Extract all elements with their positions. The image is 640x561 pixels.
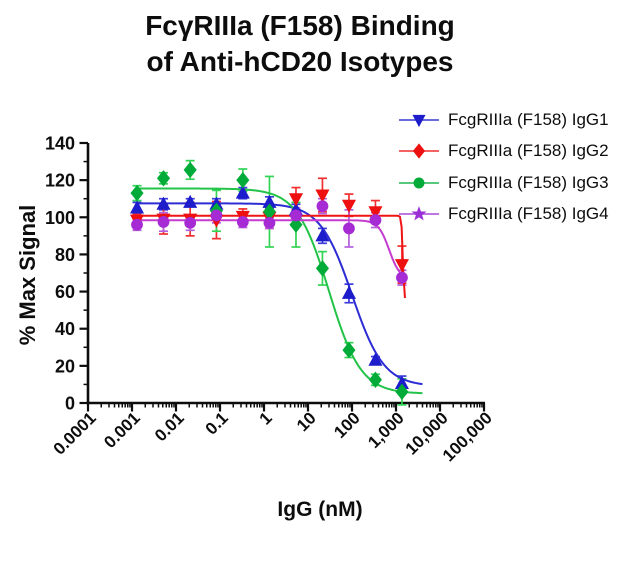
x-tick-label: 1 — [256, 408, 276, 428]
y-ticks — [79, 141, 88, 405]
circle-marker — [343, 222, 355, 235]
circle-marker — [236, 216, 249, 228]
legend: FcgRIIIa (F158) IgG1 FcgRIIIa (F158) IgG… — [397, 104, 609, 230]
x-ticks — [86, 403, 486, 412]
circle-marker — [184, 216, 197, 229]
diamond-marker — [183, 161, 197, 179]
circle-marker — [369, 214, 382, 226]
x-tick-label: 100,000 — [439, 408, 496, 465]
diamond-marker — [412, 143, 426, 159]
y-tick-label: 20 — [55, 356, 75, 376]
triangle-down-marker — [368, 206, 383, 220]
igg2-diamond-icon — [399, 143, 439, 159]
y-tick-label: 100 — [45, 208, 75, 228]
circle-marker — [157, 216, 170, 228]
triangle-down-marker — [412, 114, 426, 127]
diamond-marker — [395, 383, 409, 401]
legend-item-label: FcgRIIIa (F158) IgG2 — [448, 141, 609, 161]
legend-item-igg2: FcgRIIIa (F158) IgG2 — [397, 136, 609, 168]
legend-item-igg1: FcgRIIIa (F158) IgG1 — [397, 104, 609, 136]
triangle-down-marker — [341, 199, 356, 213]
y-tick-label: 80 — [55, 245, 75, 265]
diamond-marker — [368, 371, 382, 388]
triangle-up-marker — [315, 228, 330, 242]
chart-title-line1: FcγRIIIa (F158) Binding — [145, 10, 455, 41]
igg4-star-icon — [399, 206, 439, 221]
triangle-down-marker — [288, 193, 304, 207]
y-tick-labels: 0 20 40 60 80 100 120 140 — [45, 134, 75, 414]
triangle-down-marker — [315, 189, 330, 203]
legend-item-label: FcgRIIIa (F158) IgG1 — [448, 109, 609, 129]
series-points-4 — [131, 200, 408, 284]
legend-item-igg3: FcgRIIIa (F158) IgG3 — [397, 167, 609, 199]
x-tick-label: 10 — [293, 408, 320, 435]
y-tick-label: 60 — [55, 282, 75, 302]
chart-title-line2: of Anti-hCD20 Isotypes — [146, 46, 454, 78]
triangle-up-marker — [183, 194, 198, 208]
star-marker — [411, 206, 427, 221]
x-tick-label: 0.01 — [151, 408, 188, 445]
diamond-marker — [289, 216, 303, 233]
circle-marker — [263, 216, 276, 229]
legend-item-igg4: FcgRIIIa (F158) IgG4 — [397, 199, 609, 231]
x-tick-label: 0.1 — [202, 408, 232, 438]
diamond-marker — [315, 260, 329, 277]
chart-title: FcγRIIIa (F158) Binding of Anti-hCD20 Is… — [0, 8, 600, 81]
x-tick-labels: 0.0001 0.001 0.01 0.1 1 10 100 1,00010,000100,0… — [50, 408, 496, 465]
triangle-up-marker — [368, 352, 383, 366]
triangle-up-marker — [235, 185, 250, 199]
igg1-triangle-down-icon — [399, 114, 439, 127]
diamond-marker — [236, 171, 250, 189]
y-axis-title: % Max Signal — [15, 204, 40, 346]
x-tick-label: 0.0001 — [50, 408, 100, 458]
diamond-marker — [342, 341, 356, 359]
circle-marker — [131, 218, 143, 231]
circle-marker — [413, 177, 425, 189]
triangle-up-marker — [129, 200, 145, 214]
circle-marker — [290, 209, 302, 222]
igg3-circle-icon — [399, 177, 439, 189]
triangle-down-marker — [394, 259, 409, 273]
series-points-3 — [130, 161, 409, 401]
diamond-marker — [130, 184, 144, 202]
legend-item-label: FcgRIIIa (F158) IgG4 — [448, 204, 609, 224]
y-tick-label: 0 — [65, 394, 75, 414]
y-tick-label: 140 — [45, 134, 75, 154]
circle-marker — [316, 200, 329, 213]
triangle-up-marker — [156, 196, 171, 210]
y-tick-label: 120 — [45, 171, 75, 191]
circle-marker — [210, 209, 223, 222]
y-tick-label: 40 — [55, 319, 75, 339]
diamond-marker — [156, 170, 171, 187]
x-tick-label: 100 — [330, 408, 363, 441]
legend-item-label: FcgRIIIa (F158) IgG3 — [448, 172, 609, 192]
x-axis-title: IgG (nM) — [277, 498, 363, 521]
triangle-up-marker — [341, 285, 356, 299]
x-tick-label: 0.001 — [100, 408, 144, 452]
series-curve-1 — [137, 202, 423, 386]
circle-marker — [396, 271, 408, 284]
